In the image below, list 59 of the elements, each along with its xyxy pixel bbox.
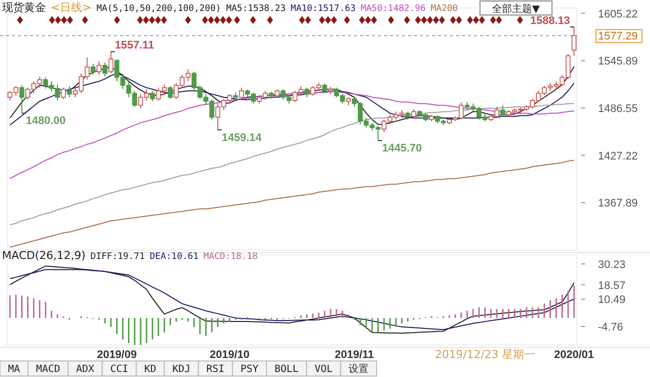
text: MA5:1538.23 xyxy=(226,4,286,14)
text: DEA:10.61 xyxy=(150,252,199,262)
candlestick xyxy=(168,86,173,100)
candlestick xyxy=(96,60,102,76)
text: MACD xyxy=(36,364,60,375)
annotation: 1480.00 xyxy=(26,115,66,128)
annotation: 1445.70 xyxy=(382,142,422,155)
y-tick-label: -4.76 xyxy=(598,322,624,334)
candlestick xyxy=(500,104,506,117)
chart-subtitle: <日线> xyxy=(51,1,92,14)
y-tick-label: 1545.89 xyxy=(598,56,638,68)
text: VOL xyxy=(314,364,333,375)
y-tick-label: 10.49 xyxy=(598,294,626,306)
annotation: 1588.13 xyxy=(530,14,570,27)
y-tick-label: 30.23 xyxy=(598,258,626,271)
text: KD xyxy=(144,364,156,375)
candlestick xyxy=(304,87,310,98)
candlestick xyxy=(572,26,576,56)
y-tick-label: 1367.89 xyxy=(598,198,638,210)
x-tick-label: 2019/09 xyxy=(96,349,137,361)
ref-line-label: 1577.29 xyxy=(598,30,638,43)
text: 2019/12/23 星期一 xyxy=(435,348,535,361)
text: CCI xyxy=(110,364,128,375)
y-tick-label: 1427.22 xyxy=(598,150,638,162)
text: BOLL xyxy=(274,364,299,375)
text: MA xyxy=(8,364,20,375)
candlestick xyxy=(322,83,328,94)
chart-title: 现货黄金 xyxy=(2,1,46,14)
chart-title: MACD(26,12,9) xyxy=(2,249,86,262)
annotation: 全部主题▼ xyxy=(492,3,540,15)
text: KDJ xyxy=(172,364,190,375)
candlestick xyxy=(108,51,114,74)
text: PSY xyxy=(240,364,258,375)
series-label: DIFF:19.71 xyxy=(90,252,145,262)
text: 设置 xyxy=(348,363,369,375)
text: MA200 xyxy=(430,4,458,14)
x-tick-label: 2019/11 xyxy=(334,349,374,361)
annotation: MA(5,10,50,200,100,200) xyxy=(96,4,222,14)
candlestick xyxy=(150,90,155,102)
x-tick-label: 2020/01 xyxy=(554,349,594,361)
line-series xyxy=(9,103,575,226)
text: ADX xyxy=(76,364,94,375)
candlestick xyxy=(66,86,72,98)
candlestick xyxy=(90,63,96,76)
text: MA50:1482.96 xyxy=(360,4,426,14)
candlestick xyxy=(102,62,108,78)
y-tick-label: 1605.22 xyxy=(598,8,638,20)
candlestick xyxy=(19,84,24,114)
text: MACD:18.18 xyxy=(204,252,258,262)
text: RSI xyxy=(206,364,224,375)
annotation: 1459.14 xyxy=(222,132,262,144)
candlestick xyxy=(60,87,66,100)
x-tick-label: 2019/10 xyxy=(210,349,250,361)
line-series xyxy=(9,160,575,248)
candlestick xyxy=(239,87,244,100)
text: MA10:1517.63 xyxy=(290,4,356,14)
annotation: 1557.11 xyxy=(114,40,154,52)
y-tick-label: 18.57 xyxy=(598,280,626,292)
y-tick-label: 1486.55 xyxy=(598,102,638,115)
